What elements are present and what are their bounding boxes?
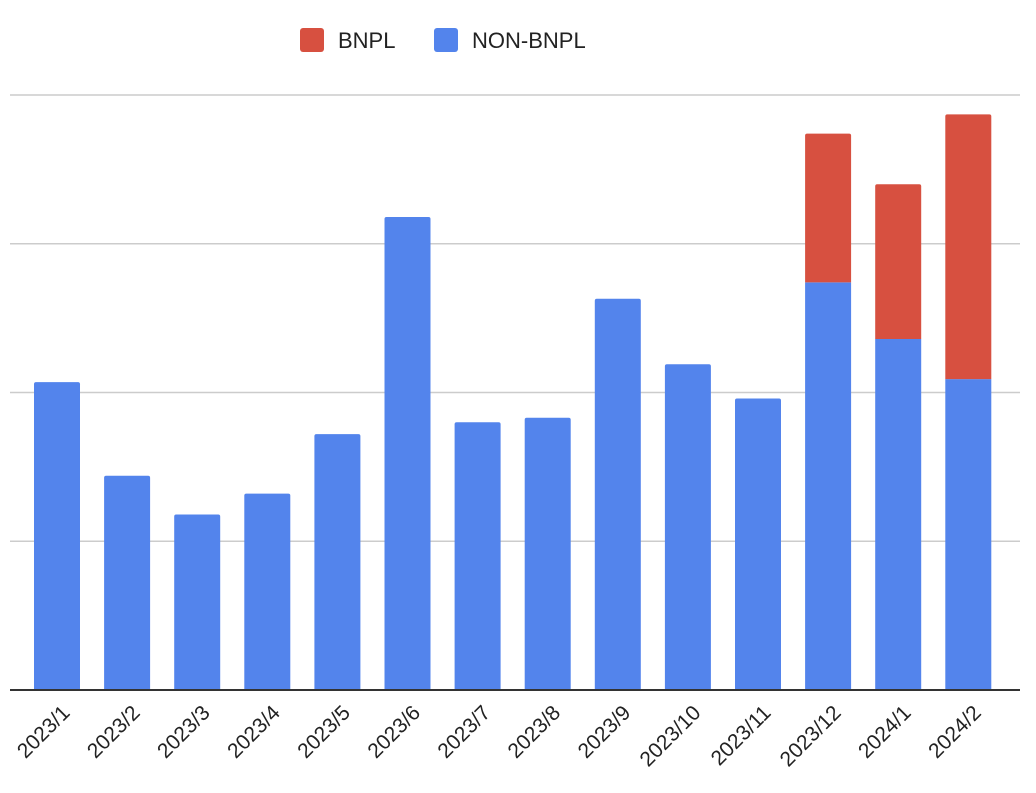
x-tick-label: 2023/3 — [153, 701, 215, 763]
bar-bnpl — [945, 114, 992, 380]
legend-swatch-non-bnpl — [434, 28, 458, 52]
bar-non-bnpl — [735, 398, 781, 690]
x-tick-label: 2023/10 — [635, 701, 705, 771]
bar-non-bnpl — [384, 216, 431, 690]
x-tick-label: 2023/5 — [293, 701, 355, 763]
bar-non-bnpl — [34, 382, 80, 690]
x-tick-label: 2023/12 — [776, 701, 846, 771]
bar-non-bnpl — [875, 338, 922, 690]
x-tick-label: 2023/2 — [83, 701, 145, 763]
bar-non-bnpl — [524, 417, 571, 690]
x-tick-label: 2023/7 — [433, 701, 495, 763]
bar-non-bnpl — [945, 379, 992, 690]
legend-label-bnpl: BNPL — [338, 28, 395, 53]
bars — [34, 114, 992, 690]
bar-non-bnpl — [104, 475, 151, 690]
x-tick-label: 2023/6 — [363, 701, 425, 763]
x-tick-label: 2023/1 — [13, 701, 75, 763]
bar-non-bnpl — [244, 493, 291, 690]
bar-bnpl — [875, 184, 922, 339]
grid — [10, 94, 1020, 542]
x-tick-label: 2023/11 — [707, 701, 776, 770]
bar-non-bnpl — [805, 282, 852, 690]
x-tick-label: 2024/2 — [924, 701, 986, 763]
bar-non-bnpl — [664, 364, 711, 690]
legend-label-non-bnpl: NON-BNPL — [472, 28, 586, 53]
bar-non-bnpl — [174, 514, 221, 690]
bar-non-bnpl — [314, 434, 361, 690]
x-tick-label: 2024/1 — [854, 701, 916, 763]
legend-swatch-bnpl — [300, 28, 324, 52]
x-tick-label: 2023/4 — [223, 701, 285, 763]
x-tick-label: 2023/9 — [574, 701, 636, 763]
bar-non-bnpl — [454, 422, 501, 690]
x-tick-label: 2023/8 — [504, 701, 566, 763]
bar-non-bnpl — [594, 298, 641, 690]
legend: BNPL NON-BNPL — [300, 28, 586, 53]
bar-bnpl — [805, 133, 852, 283]
x-axis-ticks: 2023/1 2023/2 2023/3 2023/4 2023/5 2023/6 2023… — [13, 701, 986, 771]
